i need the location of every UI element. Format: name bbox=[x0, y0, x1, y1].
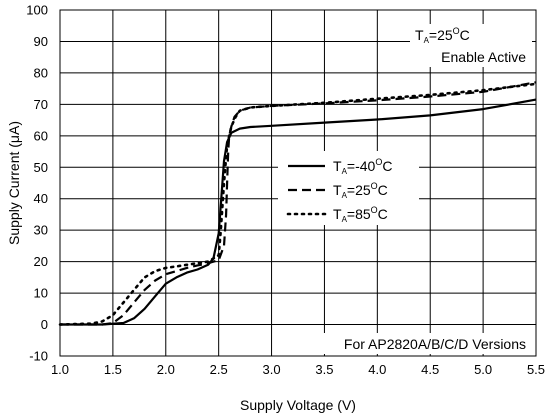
legend-pre: T bbox=[333, 182, 342, 198]
annotation-enable-active: Enable Active bbox=[441, 49, 526, 65]
annotation-versions: For AP2820A/B/C/D Versions bbox=[344, 336, 526, 352]
legend-label-3: TA=85OC bbox=[333, 205, 388, 224]
y-tick-label: 90 bbox=[34, 34, 48, 49]
x-tick-label: 3.5 bbox=[315, 362, 333, 377]
ann-post: C bbox=[460, 27, 470, 43]
y-tick-label: 0 bbox=[41, 317, 48, 332]
y-tick-label: 80 bbox=[34, 65, 48, 80]
legend-mid: =85 bbox=[347, 206, 371, 222]
legend-label-1: TA=-40OC bbox=[333, 157, 392, 176]
legend-post: C bbox=[382, 158, 392, 174]
legend-pre: T bbox=[333, 158, 342, 174]
x-tick-label: 2.5 bbox=[210, 362, 228, 377]
legend-sub: A bbox=[342, 215, 348, 224]
legend-mid: =25 bbox=[347, 182, 371, 198]
annotation-bottom-background bbox=[292, 333, 532, 354]
x-tick-label: 3.0 bbox=[263, 362, 281, 377]
y-tick-label: 10 bbox=[34, 286, 48, 301]
legend-sub: A bbox=[342, 167, 348, 176]
ann-pre: T bbox=[415, 27, 424, 43]
series-line-2 bbox=[60, 81, 537, 326]
x-tick-label: 4.5 bbox=[421, 362, 439, 377]
x-tick-label: 5.5 bbox=[527, 362, 545, 377]
series-line-1 bbox=[60, 98, 537, 326]
legend-sup: O bbox=[375, 157, 382, 167]
y-tick-label: 30 bbox=[34, 223, 48, 238]
y-tick-label: -10 bbox=[29, 349, 48, 364]
y-tick-label: 40 bbox=[34, 191, 48, 206]
y-axis-title: Supply Current (μA) bbox=[6, 121, 22, 245]
ann-sup: O bbox=[453, 26, 460, 36]
legend-sup: O bbox=[371, 205, 378, 215]
x-tick-label: 5.0 bbox=[474, 362, 492, 377]
legend-sub: A bbox=[342, 191, 348, 200]
y-tick-label: 70 bbox=[34, 97, 48, 112]
series-line-3 bbox=[58, 82, 538, 326]
ann-mid: =25 bbox=[429, 27, 453, 43]
annotation-top-background bbox=[410, 24, 532, 67]
legend-label-2: TA=25OC bbox=[333, 181, 388, 200]
legend-mid: =-40 bbox=[347, 158, 376, 174]
x-tick-label: 1.0 bbox=[51, 362, 69, 377]
y-tick-label: 20 bbox=[34, 254, 48, 269]
plot-frame bbox=[59, 9, 537, 357]
series-lines bbox=[58, 81, 538, 326]
y-tick-label: 50 bbox=[34, 160, 48, 175]
x-tick-label: 2.0 bbox=[157, 362, 175, 377]
x-tick-label: 4.0 bbox=[368, 362, 386, 377]
x-tick-label: 1.5 bbox=[104, 362, 122, 377]
y-tick-label: 60 bbox=[34, 128, 48, 143]
legend-sup: O bbox=[371, 181, 378, 191]
legend-post: C bbox=[378, 182, 388, 198]
legend-post: C bbox=[378, 206, 388, 222]
y-tick-label: 100 bbox=[26, 3, 48, 18]
legend-background bbox=[278, 151, 419, 225]
annotation-temperature: TA=25OC bbox=[415, 26, 470, 45]
ann-sub: A bbox=[424, 36, 430, 45]
x-axis-title: Supply Voltage (V) bbox=[240, 397, 356, 413]
legend-pre: T bbox=[333, 206, 342, 222]
tick-labels: 1.0 1.5 2.0 2.5 3.0 3.5 4.0 4.5 5.0 5.5 -10 0 10 20 30… bbox=[26, 3, 545, 378]
